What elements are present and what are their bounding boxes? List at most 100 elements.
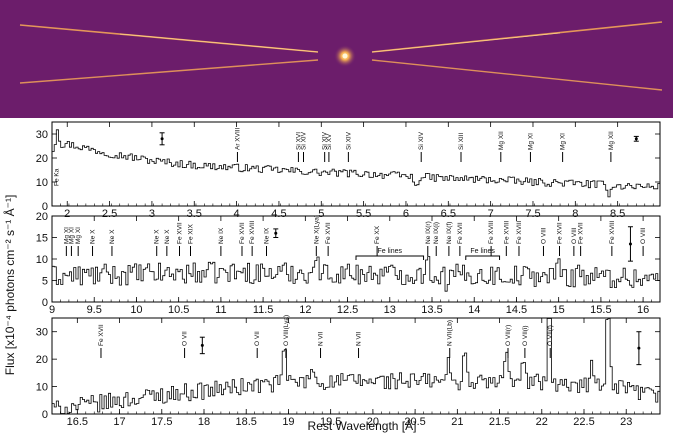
line-id-label: Mg XI (527, 133, 534, 150)
fe-lines-label: Fe lines (378, 248, 403, 255)
y-tick-label: 0 (42, 201, 48, 213)
x-tick-label: 20.5 (404, 416, 425, 428)
x-tick-label: 3.5 (187, 208, 202, 220)
line-id-label: Fe XVII (239, 222, 246, 244)
x-tick-label: 18 (198, 416, 210, 428)
y-tick-label: 10 (36, 382, 48, 394)
y-axis-title: Flux [x10⁻⁴ photons cm⁻² s⁻¹ Å⁻¹] (2, 195, 17, 376)
fe-lines-label: Fe lines (470, 248, 495, 255)
x-tick-label: 11.5 (253, 304, 274, 316)
line-id-label: Si XVI (295, 132, 302, 150)
line-id-label: Mg XI (63, 227, 70, 244)
dispersion-streak-lower-right (371, 59, 663, 91)
x-tick-label: 5.5 (356, 208, 371, 220)
line-id-label: Ne X (164, 229, 171, 244)
line-id-label: Fe XX (374, 225, 381, 244)
line-id-label: Mg XII (608, 131, 615, 150)
y-tick-label: 30 (36, 129, 48, 141)
error-bar-point (634, 137, 638, 141)
y-tick-label: 0 (42, 409, 48, 421)
error-bar-point (637, 346, 641, 350)
line-id-label: O VII(f) (547, 325, 554, 346)
x-tick-label: 22 (536, 416, 548, 428)
x-tick-label: 20 (367, 416, 379, 428)
y-tick-label: 20 (36, 211, 48, 223)
line-id-label: O VIII (571, 227, 578, 244)
line-id-label: Si XIV (345, 131, 352, 150)
spectrum-trace (51, 129, 660, 198)
dispersion-streak-glow-a (119, 33, 319, 53)
line-id-label: Fe XIX (187, 223, 194, 244)
line-id-label: N VII (356, 331, 363, 346)
x-tick-label: 10 (130, 304, 142, 316)
line-id-label: Ne IX (263, 227, 270, 244)
x-tick-label: 16 (637, 304, 649, 316)
spectrum-trace (51, 318, 660, 414)
x-tick-label: 15.5 (590, 304, 611, 316)
x-tick-label: 21 (451, 416, 463, 428)
y-tick-label: 10 (36, 254, 48, 266)
x-tick-label: 9 (49, 304, 55, 316)
x-tick-label: 10.5 (168, 304, 189, 316)
fe-lines-bracket (465, 255, 501, 260)
spectrum-trace (51, 256, 660, 292)
line-id-label: Fe XVIII (249, 220, 256, 244)
error-bar-point (160, 137, 164, 141)
line-id-label: Fe Ka (53, 168, 60, 186)
y-tick-label: 30 (36, 327, 48, 339)
spectrum-panel-3: 16.5 17 17.5 18 18.5 19 19.5 20 20.5 21 21.5 22 22.5… (36, 315, 661, 428)
x-tick-label: 12.5 (337, 304, 358, 316)
line-id-label: Ne X (154, 229, 161, 244)
x-tick-label: 3 (149, 208, 155, 220)
line-id-label: Mg XII (498, 131, 505, 150)
x-tick-label: 9.5 (87, 304, 102, 316)
line-id-label: Fe XVII (98, 324, 105, 346)
line-id-label: O VII (182, 331, 189, 346)
line-id-label: N VII(Lb) (447, 320, 454, 346)
line-id-label: Fe XVIII (516, 220, 523, 244)
x-tick-label: 6 (403, 208, 409, 220)
x-tick-label: 6.5 (441, 208, 456, 220)
x-tick-label: 23 (620, 416, 632, 428)
x-tick-label: 19.5 (320, 416, 341, 428)
x-tick-label: 4 (234, 208, 240, 220)
line-id-label: Ne X (109, 229, 116, 244)
line-id-label: Ne X(Lya) (313, 215, 320, 244)
line-id-label: Ne X (90, 229, 97, 244)
line-id-label: O VII(i) (522, 325, 529, 346)
line-id-label: Ne IX(f) (446, 222, 453, 244)
line-id-label: Fe XVII (457, 222, 464, 244)
x-tick-label: 16.5 (67, 416, 88, 428)
dispersion-streak-glow-b (371, 32, 561, 53)
y-tick-label: 10 (36, 177, 48, 189)
x-tick-label: 17 (113, 416, 125, 428)
dispersion-streak-lower-left (19, 59, 319, 84)
line-id-label: Ne IX(i) (433, 222, 440, 244)
x-axis-title: Rest Wavelength [Å] (308, 418, 417, 433)
error-bar-point (274, 231, 278, 235)
x-tick-label: 17.5 (151, 416, 172, 428)
line-id-label: Fe XVII (557, 222, 564, 244)
spectrum-panel-1: 2 2.5 3 3.5 4 4.5 5 5.5 6 6.5 7 7.5 8 8.5 0 10 20 30 Ar XV… (36, 121, 661, 220)
line-id-label: Fe XVII (177, 222, 184, 244)
line-id-label: Fe XVIII (488, 220, 495, 244)
line-id-label: Si XV (326, 133, 333, 150)
x-tick-label: 19 (282, 416, 294, 428)
x-tick-label: 7 (488, 208, 494, 220)
x-tick-label: 11 (215, 304, 226, 316)
x-tick-label: 5 (318, 208, 324, 220)
x-tick-label: 14 (468, 304, 480, 316)
line-id-label: Si XIII (458, 132, 465, 150)
line-id-label: Ne IX (218, 227, 225, 244)
line-id-label: O VII(r) (505, 325, 512, 346)
x-tick-label: 4.5 (271, 208, 286, 220)
x-tick-label: 14.5 (506, 304, 527, 316)
error-bar-point (628, 242, 632, 246)
line-id-label: O VII (254, 331, 261, 346)
x-tick-label: 18.5 (236, 416, 257, 428)
line-id-label: O VIII (540, 227, 547, 244)
line-id-label: Ne IX(r) (425, 221, 432, 244)
x-tick-label: 7.5 (525, 208, 540, 220)
y-tick-label: 5 (42, 276, 48, 288)
